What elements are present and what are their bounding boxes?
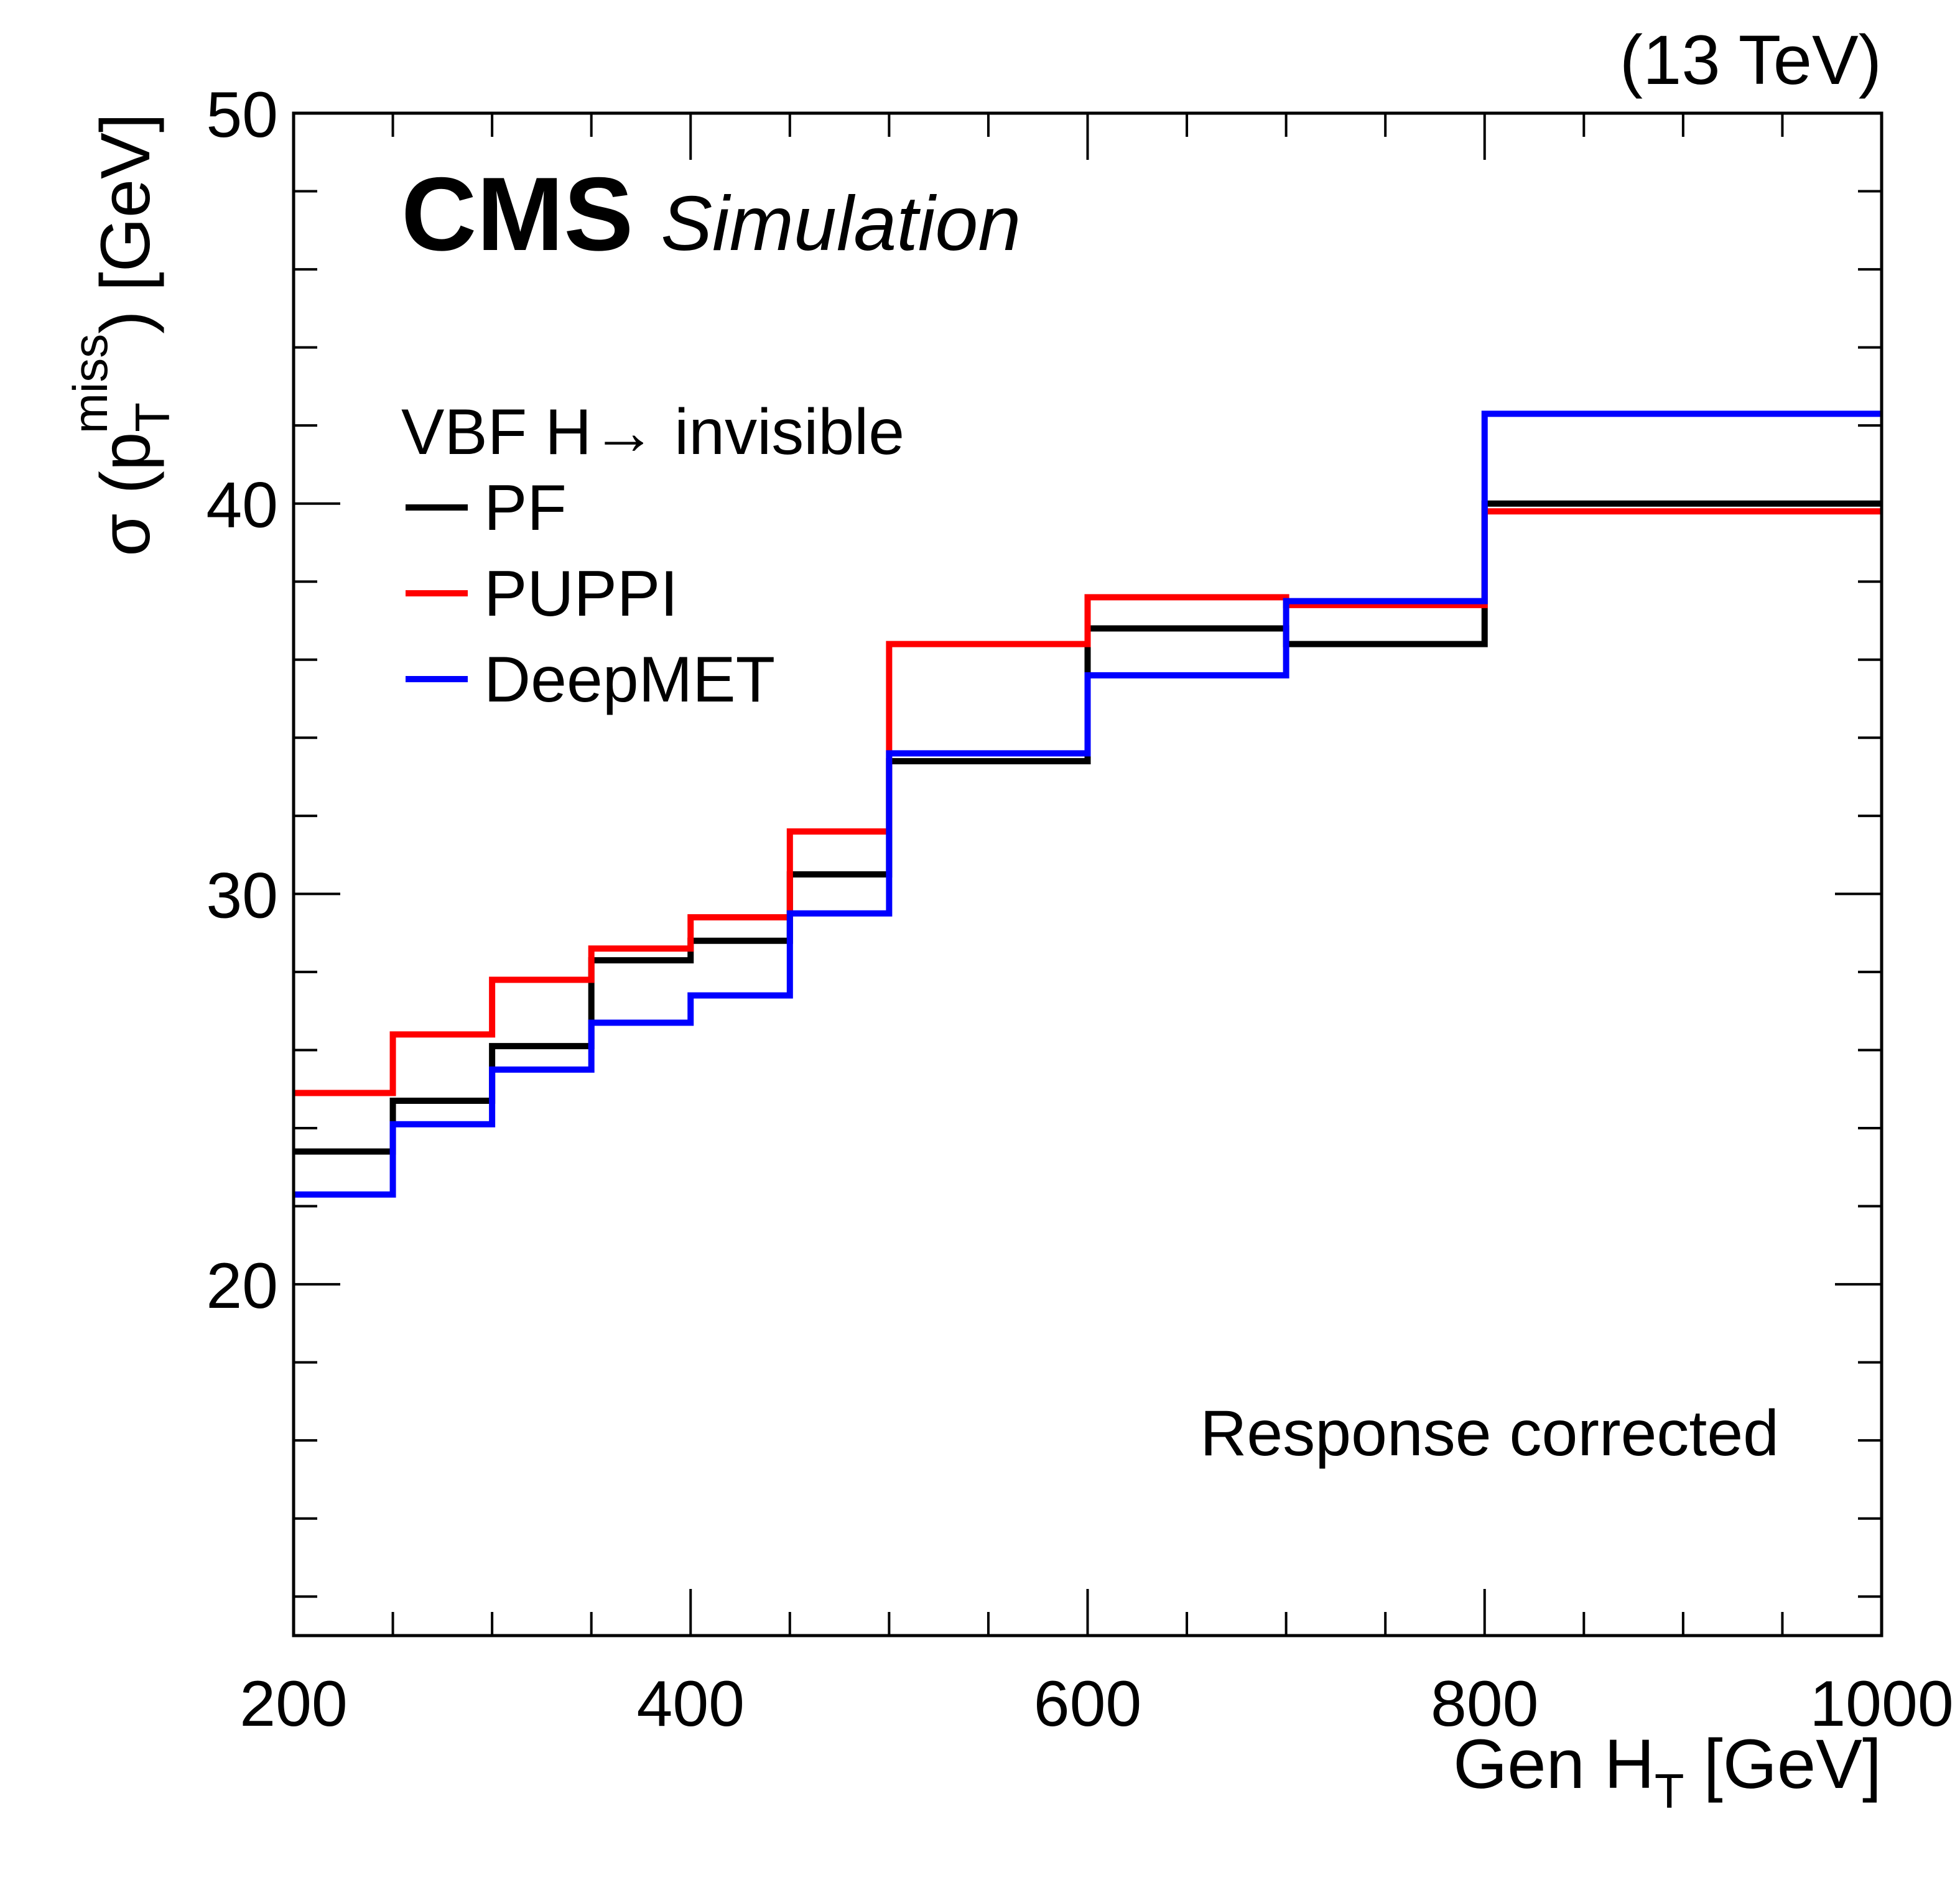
y-tick-labels: 20 30 40 50 — [206, 79, 278, 1322]
legend-label: PUPPI — [484, 558, 678, 630]
x-tick-label: 600 — [1034, 1668, 1142, 1740]
legend-item-deepmet: DeepMET — [406, 644, 775, 716]
x-tick-label: 800 — [1431, 1668, 1539, 1740]
y-tick-label: 40 — [206, 470, 278, 542]
response-corrected-annotation: Response corrected — [1200, 1397, 1779, 1470]
x-tick-label: 1000 — [1809, 1668, 1953, 1740]
y-axis-label-sub: T — [125, 402, 180, 432]
series-group — [294, 410, 1882, 1198]
cms-label-group: CMS Simulation — [401, 155, 1021, 272]
axis-ticks — [292, 112, 1883, 1636]
y-axis-label-suffix: ) [GeV] — [86, 113, 164, 334]
legend-item-pf: PF — [406, 472, 567, 544]
x-tick-label: 400 — [636, 1668, 745, 1740]
y-axis-label: σ (pTmiss) [GeV] — [63, 113, 180, 557]
energy-label: (13 TeV) — [1620, 21, 1882, 99]
x-tick-label: 200 — [239, 1668, 348, 1740]
x-axis-label-unit: [GeV] — [1684, 1725, 1882, 1803]
simulation-label: Simulation — [661, 181, 1021, 267]
legend-item-puppi: PUPPI — [406, 558, 678, 630]
legend: PF PUPPI DeepMET — [406, 472, 775, 716]
y-tick-label: 30 — [206, 859, 278, 932]
x-axis-label: Gen HT [GeV] — [1453, 1725, 1882, 1818]
x-tick-labels: 200 400 600 800 1000 — [239, 1668, 1953, 1740]
y-axis-label-prefix: σ (p — [86, 432, 164, 557]
x-axis-label-sub: T — [1655, 1764, 1684, 1818]
x-axis-label-main: Gen H — [1453, 1725, 1655, 1803]
legend-label: PF — [484, 472, 567, 544]
series-deepmet — [294, 410, 1882, 1198]
y-tick-label: 20 — [206, 1250, 278, 1322]
plot-frame — [292, 111, 1883, 1637]
process-label: VBF H→ invisible — [401, 396, 904, 468]
y-tick-label: 50 — [206, 79, 278, 151]
cms-label: CMS — [401, 155, 633, 272]
y-axis-label-sup: miss — [63, 334, 118, 433]
legend-label: DeepMET — [484, 644, 775, 716]
